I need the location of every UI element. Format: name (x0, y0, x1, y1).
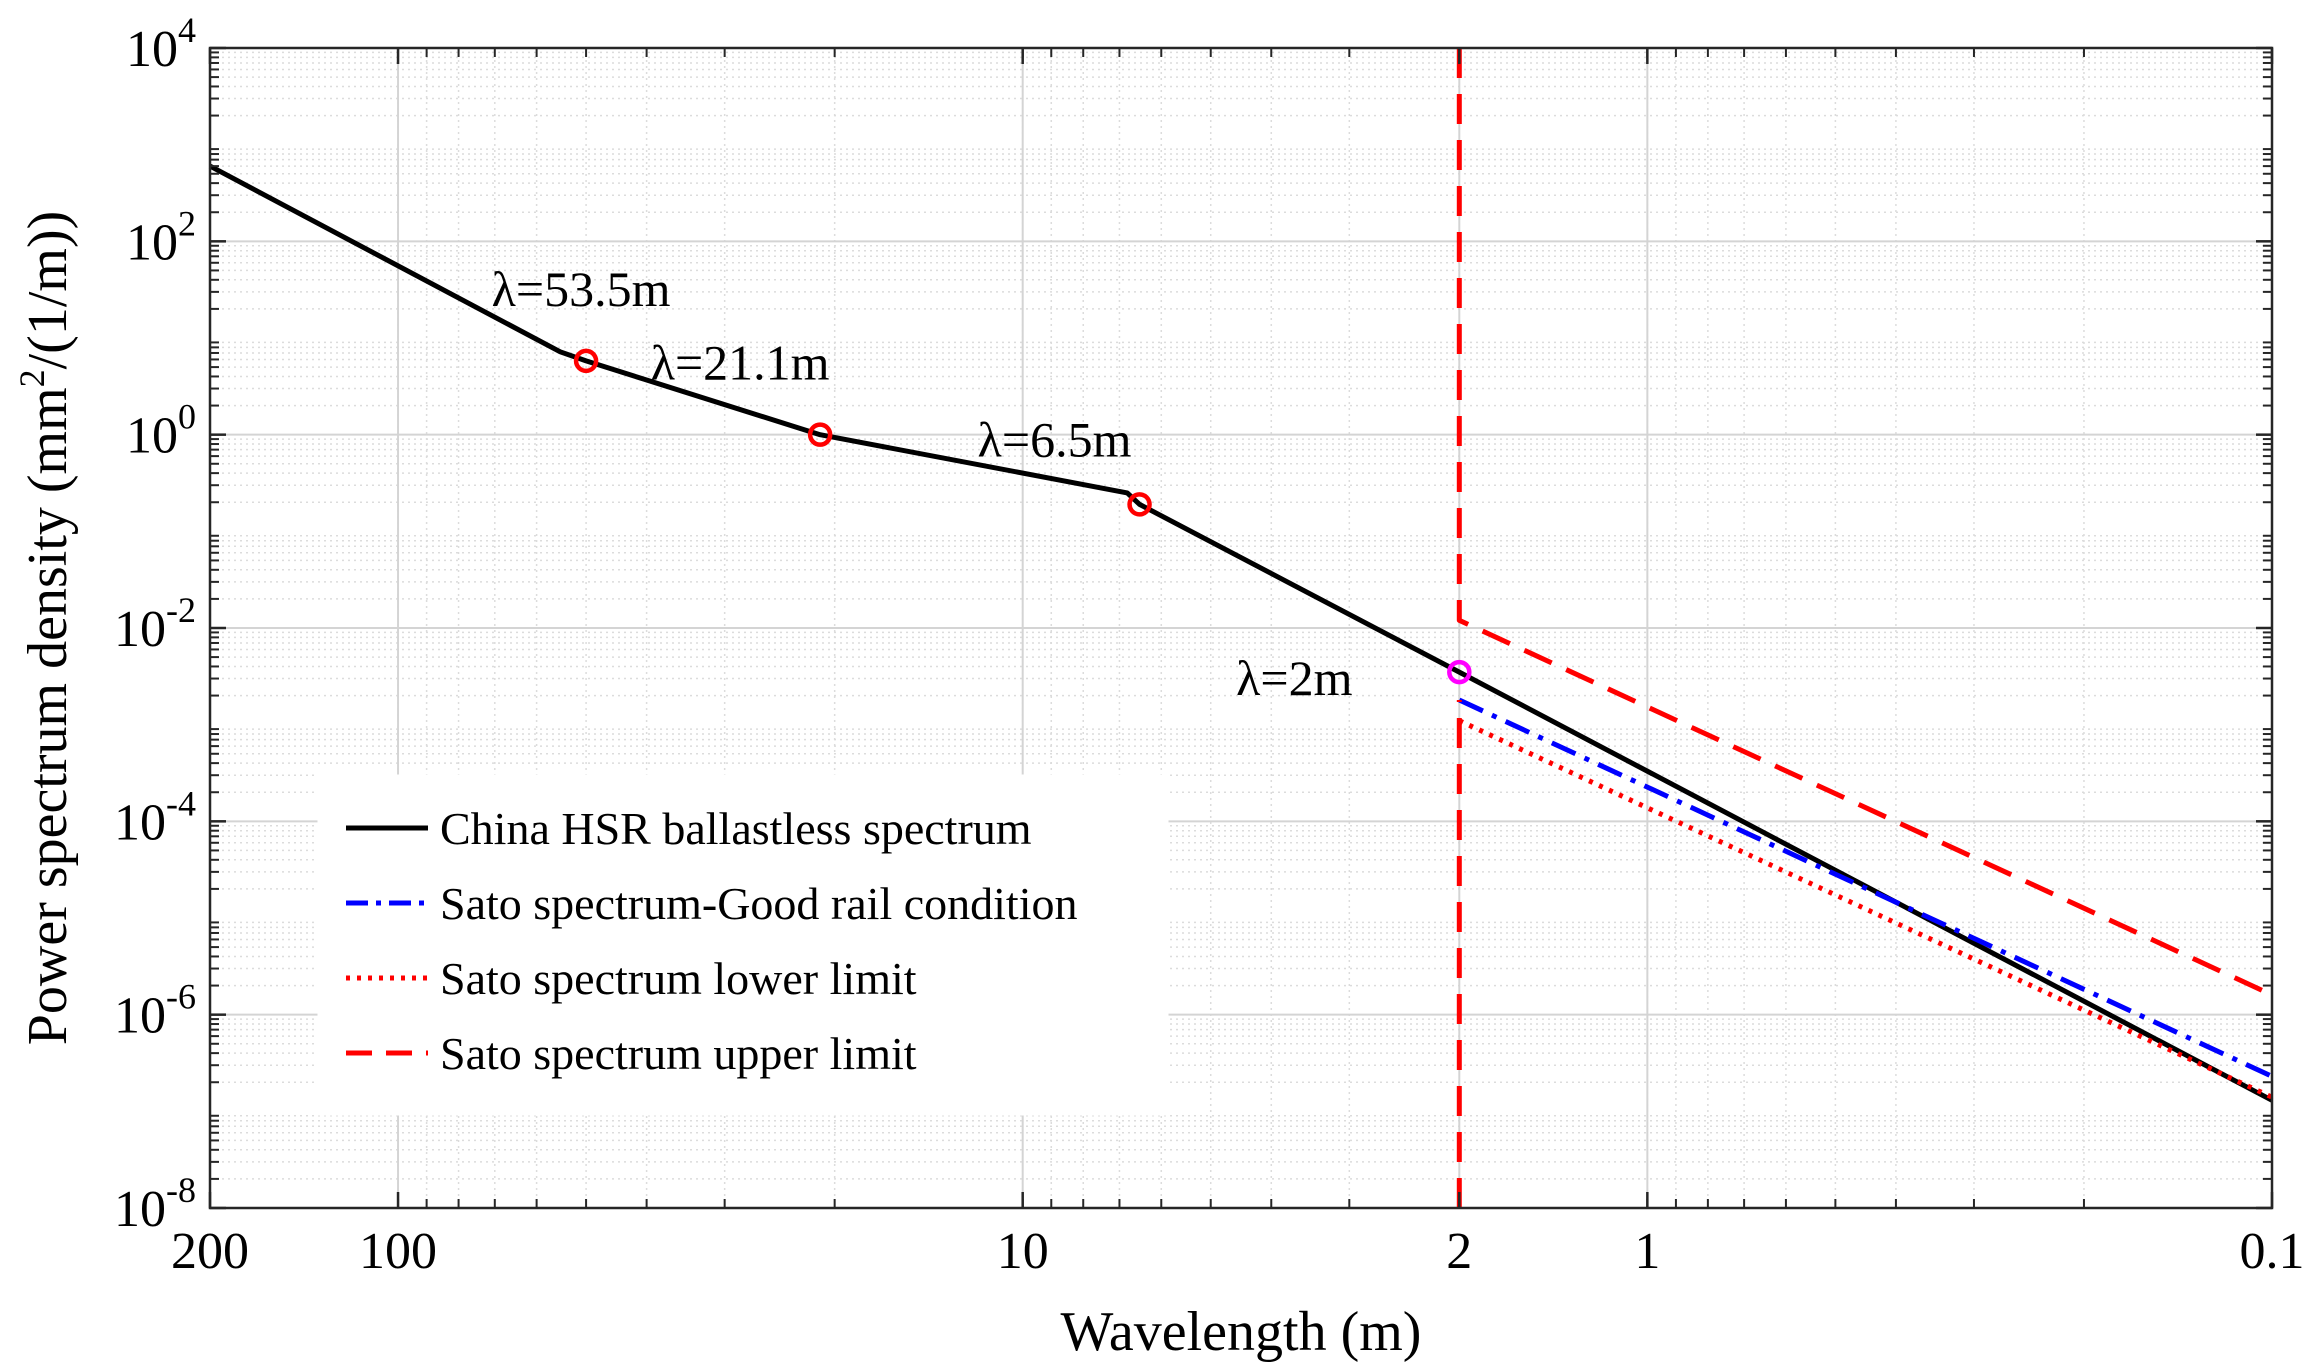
y-tick-base: 10 (114, 988, 166, 1045)
x-axis-title: Wavelength (m) (1061, 1301, 1422, 1363)
x-tick-label: 200 (171, 1223, 249, 1280)
y-tick-base: 10 (114, 1181, 166, 1238)
legend-label: China HSR ballastless spectrum (440, 803, 1032, 854)
y-tick-exponent: -4 (166, 783, 196, 823)
x-tick-labels: 200 100 10 2 1 0.1 (171, 1223, 2305, 1280)
legend-label: Sato spectrum upper limit (440, 1028, 917, 1079)
legend-label: Sato spectrum-Good rail condition (440, 878, 1078, 929)
y-tick-label: 10-8 (114, 1170, 196, 1238)
tick-marks (208, 46, 2274, 1210)
y-tick-exponent: -6 (166, 977, 196, 1017)
series-layer (208, 48, 2274, 1208)
y-tick-exponent: 4 (178, 10, 196, 50)
legend-box (317, 774, 1169, 1116)
y-tick-label: 10-2 (114, 590, 196, 658)
y-tick-exponent: -2 (166, 590, 196, 630)
annotations: λ=53.5m λ=21.1m λ=6.5m λ=2m (492, 261, 1353, 706)
y-axis-title: Power spectrum density (mm2/(1/m)) (12, 211, 79, 1046)
x-tick-label: 100 (359, 1223, 437, 1280)
y-axis-title-tail: /(1/m)) (17, 211, 79, 370)
y-tick-label: 100 (126, 397, 196, 465)
x-tick-label: 1 (1634, 1223, 1660, 1280)
breakpoint-marker (807, 422, 833, 447)
series-line-1 (1458, 697, 2274, 1079)
y-axis-title-main: Power spectrum density (mm (17, 387, 79, 1045)
y-tick-label: 104 (126, 10, 196, 78)
breakpoint-label: λ=53.5m (492, 261, 671, 317)
y-tick-base: 10 (126, 214, 178, 271)
y-tick-label: 102 (126, 203, 196, 271)
breakpoint-label: λ=21.1m (651, 335, 830, 391)
breakpoint-label: λ=2m (1236, 650, 1352, 706)
series-line-3 (1456, 48, 2274, 998)
series-line-0 (208, 163, 2274, 1103)
y-axis-title-superscript: 2 (12, 369, 52, 387)
x-tick-label: 10 (997, 1223, 1049, 1280)
y-tick-base: 10 (126, 21, 178, 78)
y-tick-exponent: 2 (178, 203, 196, 243)
y-tick-label: 10-4 (114, 783, 196, 851)
breakpoint-marker (573, 348, 599, 374)
breakpoint-marker (1127, 492, 1152, 517)
y-tick-label: 10-6 (114, 977, 196, 1045)
x-tick-label: 2 (1446, 1223, 1472, 1280)
breakpoint-label: λ=6.5m (978, 411, 1132, 467)
breakpoint-marker (1447, 659, 1472, 685)
y-tick-base: 10 (114, 794, 166, 851)
y-tick-base: 10 (114, 601, 166, 658)
x-tick-label: 0.1 (2240, 1223, 2305, 1280)
legend-label: Sato spectrum lower limit (440, 953, 917, 1004)
y-tick-base: 10 (126, 408, 178, 465)
y-tick-exponent: -8 (166, 1170, 196, 1210)
y-tick-exponent: 0 (178, 397, 196, 437)
legend: China HSR ballastless spectrum Sato spect… (317, 774, 1169, 1116)
marker-layer (573, 348, 1472, 685)
